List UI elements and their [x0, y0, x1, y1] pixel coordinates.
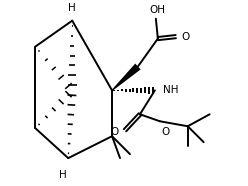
- Text: H: H: [59, 170, 67, 180]
- Text: NH: NH: [163, 85, 178, 95]
- Text: OH: OH: [150, 5, 166, 15]
- Text: O: O: [111, 127, 119, 137]
- Polygon shape: [112, 64, 141, 91]
- Text: H: H: [68, 3, 76, 13]
- Text: O: O: [182, 32, 190, 42]
- Text: O: O: [162, 127, 170, 137]
